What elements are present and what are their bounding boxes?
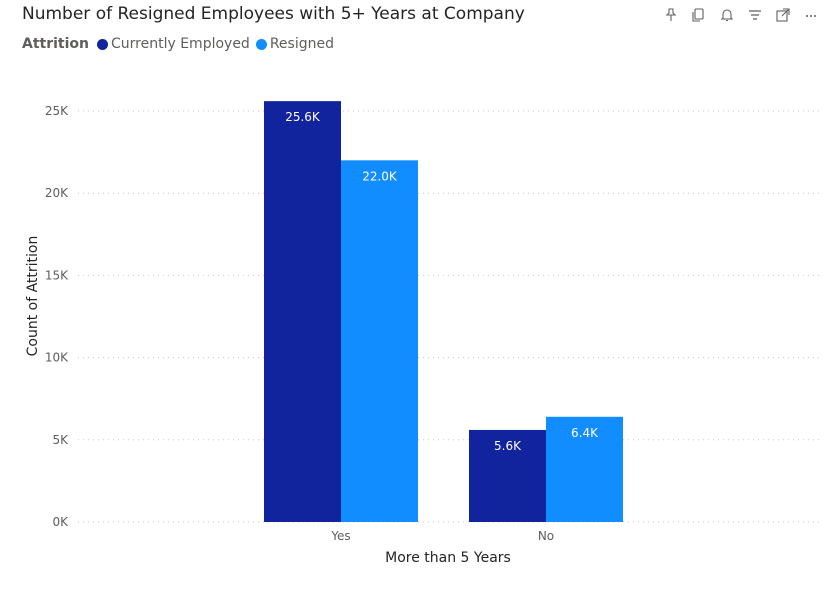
data-label: 6.4K — [571, 426, 599, 440]
bell-icon[interactable] — [716, 6, 738, 24]
y-tick-label: 5K — [52, 433, 69, 447]
copy-icon[interactable] — [688, 6, 710, 24]
legend-label-resigned: Resigned — [269, 36, 334, 52]
legend-title: Attrition — [22, 36, 89, 52]
bar-resigned-no[interactable] — [546, 416, 623, 522]
y-axis-title: Count of Attrition — [25, 236, 41, 357]
legend-dot-resigned — [255, 38, 267, 50]
bar-currently-employed-yes[interactable] — [264, 101, 341, 523]
x-tick-label: Yes — [330, 529, 350, 543]
y-tick-label: 20K — [45, 186, 69, 200]
x-tick-label: No — [538, 529, 554, 543]
y-tick-label: 0K — [52, 515, 69, 529]
more-options-icon[interactable] — [800, 6, 822, 24]
bar-resigned-yes[interactable] — [341, 160, 418, 522]
legend-item-resigned[interactable]: Resigned — [255, 36, 334, 52]
chart-title: Number of Resigned Employees with 5+ Yea… — [22, 4, 525, 24]
legend-label-currently-employed: Currently Employed — [111, 36, 250, 52]
chart-legend: Attrition Currently Employed Resigned — [22, 36, 340, 52]
legend-dot-currently-employed — [97, 38, 108, 50]
data-label: 5.6K — [494, 439, 522, 453]
bar-currently-employed-no[interactable] — [469, 429, 546, 522]
legend-item-currently-employed[interactable]: Currently Employed — [97, 36, 250, 52]
y-tick-label: 15K — [45, 268, 69, 282]
y-tick-label: 10K — [45, 351, 69, 365]
x-axis-title: More than 5 Years — [385, 550, 511, 566]
y-tick-label: 25K — [45, 104, 69, 118]
visual-header-toolbar — [660, 6, 822, 24]
filter-icon[interactable] — [744, 6, 766, 24]
focus-mode-icon[interactable] — [772, 6, 794, 24]
pin-icon[interactable] — [660, 6, 682, 24]
data-label: 25.6K — [285, 110, 321, 124]
data-label: 22.0K — [362, 169, 398, 183]
